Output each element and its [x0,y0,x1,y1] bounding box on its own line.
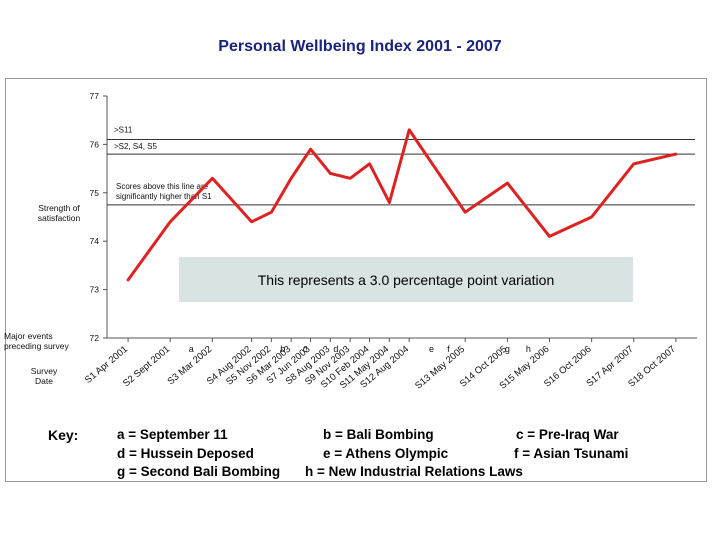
key-item-f: f = Asian Tsunami [514,446,629,461]
y-tick-label: 72 [90,333,100,343]
reference-label: >S11 [114,126,133,135]
reference-label: >S2, S4, S5 [114,142,157,151]
x-tick-label: S13 May 2005 [413,344,467,392]
chart-frame [5,78,707,482]
data-point [289,177,293,180]
series-line [126,128,678,282]
event-marker: e [429,344,434,354]
data-point [548,235,551,238]
survey-date-label: Survey Date [30,366,58,386]
data-point [270,210,273,214]
data-point [211,177,214,180]
variation-annotation-box [179,257,633,302]
data-point [590,215,593,219]
key-item-a: a = September 11 [117,427,228,442]
event-marker: c [303,344,308,354]
key-item-h: h = New Industrial Relations Laws [305,464,523,479]
data-point [368,162,371,165]
key-title: Key: [48,427,79,443]
data-point [464,210,467,214]
reference-label: significantly higher than S1 [116,192,212,201]
data-point [348,177,352,180]
y-tick-label: 73 [90,285,100,295]
data-point [388,201,391,204]
data-point [506,181,509,185]
major-events-label: Major events preceding survey [4,331,69,351]
data-point [674,152,678,156]
y-tick-label: 74 [90,236,100,246]
key-item-g: g = Second Bali Bombing [117,464,281,479]
event-marker: b [280,344,285,354]
event-marker: h [526,344,531,354]
data-point [309,148,312,151]
data-point [126,278,130,282]
chart-title: Personal Wellbeing Index 2001 - 2007 [218,38,502,55]
y-tick-label: 75 [90,188,100,198]
event-marker: a [189,344,194,354]
y-tick-label: 76 [90,139,100,149]
data-point [407,128,411,132]
key-item-e: e = Athens Olympic [323,446,449,461]
y-tick-label: 77 [90,91,100,101]
event-marker: g [505,344,510,354]
key-item-d: d = Hussein Deposed [117,446,254,461]
data-point [632,162,635,165]
data-point [169,220,172,224]
variation-annotation: This represents a 3.0 percentage point v… [258,272,555,288]
key-item-b: b = Bali Bombing [323,427,434,442]
reference-label: Scores above this line are [116,182,209,191]
y-axis-label: Strength of satisfaction [37,203,81,223]
key-item-c: c = Pre-Iraq War [516,427,619,442]
data-point [250,220,253,224]
event-marker: d [333,344,338,354]
data-point [329,172,332,175]
event-marker: f [447,344,450,354]
